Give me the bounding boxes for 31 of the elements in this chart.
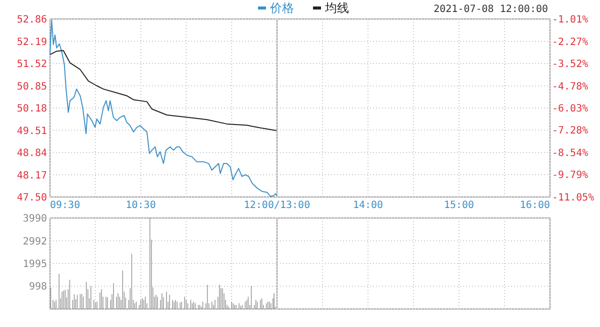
text: -3.52% — [552, 59, 588, 70]
x-tick-label: 12:00/13:00 — [244, 200, 310, 211]
y-tick-label: 50.85 — [16, 81, 47, 92]
x-tick-label: 10:30 — [126, 200, 156, 211]
text: -2.27% — [552, 36, 588, 48]
y-tick-label: 52.19 — [16, 36, 47, 48]
y-tick-label: 48.84 — [16, 148, 47, 159]
text: -1.01% — [552, 14, 588, 26]
text: -9.79% — [552, 170, 588, 182]
text: -7.28% — [552, 126, 588, 137]
y-tick-label: 49.51 — [16, 126, 47, 137]
legend-label: 价格 — [269, 1, 294, 16]
y-tick-label: 47.50 — [16, 192, 47, 204]
y-tick-label: 48.17 — [16, 170, 47, 182]
x-tick-label: 15:00 — [444, 200, 474, 211]
x-tick-label: 09:30 — [50, 200, 80, 211]
text: -11.05% — [552, 192, 594, 204]
x-tick-label: 14:00 — [352, 200, 384, 211]
y-tick-label: 51.52 — [16, 59, 47, 70]
text: -4.78% — [552, 81, 588, 92]
y-tick-label: 1995 — [22, 259, 47, 270]
y-tick-label: 50.18 — [16, 104, 47, 114]
text: -8.54% — [552, 148, 588, 159]
legend-label: 均线 — [324, 1, 349, 16]
y-tick-label: 998 — [28, 282, 47, 293]
y-tick-label: 52.86 — [16, 14, 47, 26]
y-tick-label: 3990 — [22, 214, 47, 224]
y-tick-label: 2992 — [22, 236, 47, 248]
text: -6.03% — [552, 104, 588, 114]
x-tick-label: 16:00 — [520, 200, 550, 211]
chart-subtitle: 2021-07-08 12:00:00 — [434, 4, 548, 15]
